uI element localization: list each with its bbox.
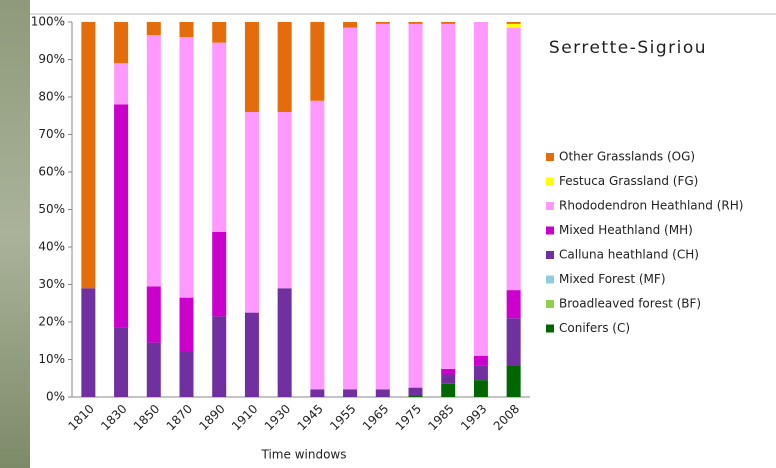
bar-segment <box>408 22 423 24</box>
bar-segment <box>179 22 194 37</box>
x-tick-label: 1890 <box>196 402 227 433</box>
bar-segment <box>244 22 259 112</box>
bar-segment <box>506 290 521 319</box>
bar-segment <box>310 100 325 390</box>
bar-segment <box>441 383 456 397</box>
y-tick-label: 0% <box>46 390 65 404</box>
bar-segment <box>179 297 194 352</box>
bar-segment <box>408 387 423 396</box>
legend-swatch <box>546 300 554 308</box>
bar-segment <box>146 22 161 36</box>
y-tick-label: 20% <box>38 315 65 329</box>
legend-label: Conifers (C) <box>559 321 630 335</box>
x-tick-label: 1870 <box>164 402 195 433</box>
bar-segment <box>212 232 227 317</box>
legend-swatch <box>546 226 554 235</box>
bar-segment <box>375 23 390 390</box>
legend-label: Festuca Grassland (FG) <box>559 174 698 188</box>
x-tick-label: 1985 <box>425 402 456 433</box>
bar-segment <box>277 22 292 112</box>
legend-label: Mixed Forest (MF) <box>559 272 666 286</box>
legend-label: Rhododendron Heathland (RH) <box>559 199 743 213</box>
bar-segment <box>473 365 488 381</box>
bar-segment <box>146 342 161 397</box>
x-tick-label: 1965 <box>360 402 391 433</box>
bar-segment <box>146 286 161 343</box>
legend-swatch <box>546 275 554 284</box>
bar-segment <box>441 374 456 384</box>
legend-swatch <box>546 177 554 186</box>
bar-segment <box>473 355 488 366</box>
x-tick-label: 1850 <box>131 402 162 433</box>
bar-segment <box>179 37 194 298</box>
y-tick-label: 60% <box>38 165 65 179</box>
bar-segment <box>244 312 259 397</box>
bar-segment <box>506 27 521 291</box>
x-tick-label: 1975 <box>393 402 424 433</box>
bar-segment <box>506 22 521 24</box>
background-photo <box>0 0 30 468</box>
bar-segment <box>179 352 194 397</box>
legend-swatch <box>546 251 554 259</box>
bar-segment <box>441 22 456 24</box>
x-tick-label: 1945 <box>294 402 325 433</box>
bar-segment <box>408 395 423 397</box>
bar-segment <box>441 23 456 369</box>
bar-segment <box>244 112 259 313</box>
bar-segment <box>212 316 227 397</box>
bar-segment <box>506 318 521 366</box>
bar-segment <box>375 389 390 397</box>
legend-swatch <box>546 324 554 333</box>
y-tick-label: 70% <box>38 127 65 141</box>
bar-segment <box>506 23 521 28</box>
x-tick-label: 1830 <box>98 402 129 433</box>
bar-segment <box>408 23 423 388</box>
x-tick-label: 1810 <box>65 402 96 433</box>
x-tick-label: 2008 <box>491 402 522 433</box>
y-tick-label: 10% <box>38 352 65 366</box>
y-tick-label: 40% <box>38 240 65 254</box>
legend-label: Calluna heathland (CH) <box>559 248 699 262</box>
x-tick-label: 1930 <box>262 402 293 433</box>
x-tick-label: 1993 <box>458 402 489 433</box>
bar-segment <box>114 104 129 328</box>
bar-segment <box>81 288 96 397</box>
x-axis-title: Time windows <box>261 448 347 462</box>
legend-label: Other Grasslands (OG) <box>559 150 695 164</box>
y-tick-label: 100% <box>31 15 65 29</box>
bar-segment <box>114 22 129 64</box>
bar-segment <box>473 380 488 397</box>
y-tick-label: 90% <box>38 52 65 66</box>
bar-segment <box>473 22 488 356</box>
y-tick-label: 80% <box>38 90 65 104</box>
bar-segment <box>81 22 96 289</box>
bar-segment <box>310 389 325 397</box>
bar-segment <box>343 27 358 390</box>
chart-title: Serrette-Sigriou <box>549 38 707 58</box>
bar-segment <box>114 327 129 397</box>
bar-segment <box>277 112 292 289</box>
x-tick-label: 1955 <box>327 402 358 433</box>
bar-segment <box>343 22 358 28</box>
y-tick-label: 50% <box>38 202 65 216</box>
bar-segment <box>146 35 161 287</box>
bar-segment <box>212 22 227 43</box>
bar-segment <box>506 365 521 397</box>
bar-segment <box>277 288 292 397</box>
legend-label: Broadleaved forest (BF) <box>559 297 701 311</box>
legend-swatch <box>546 153 554 161</box>
bar-segment <box>343 389 358 397</box>
legend-label: Mixed Heathland (MH) <box>559 223 693 237</box>
bar-segment <box>441 368 456 375</box>
bar-segment <box>114 63 129 105</box>
bar-segment <box>310 22 325 101</box>
bar-segment <box>375 22 390 24</box>
bar-segment <box>212 42 227 232</box>
legend-swatch <box>546 202 554 210</box>
x-tick-label: 1910 <box>229 402 260 433</box>
y-tick-label: 30% <box>38 277 65 291</box>
